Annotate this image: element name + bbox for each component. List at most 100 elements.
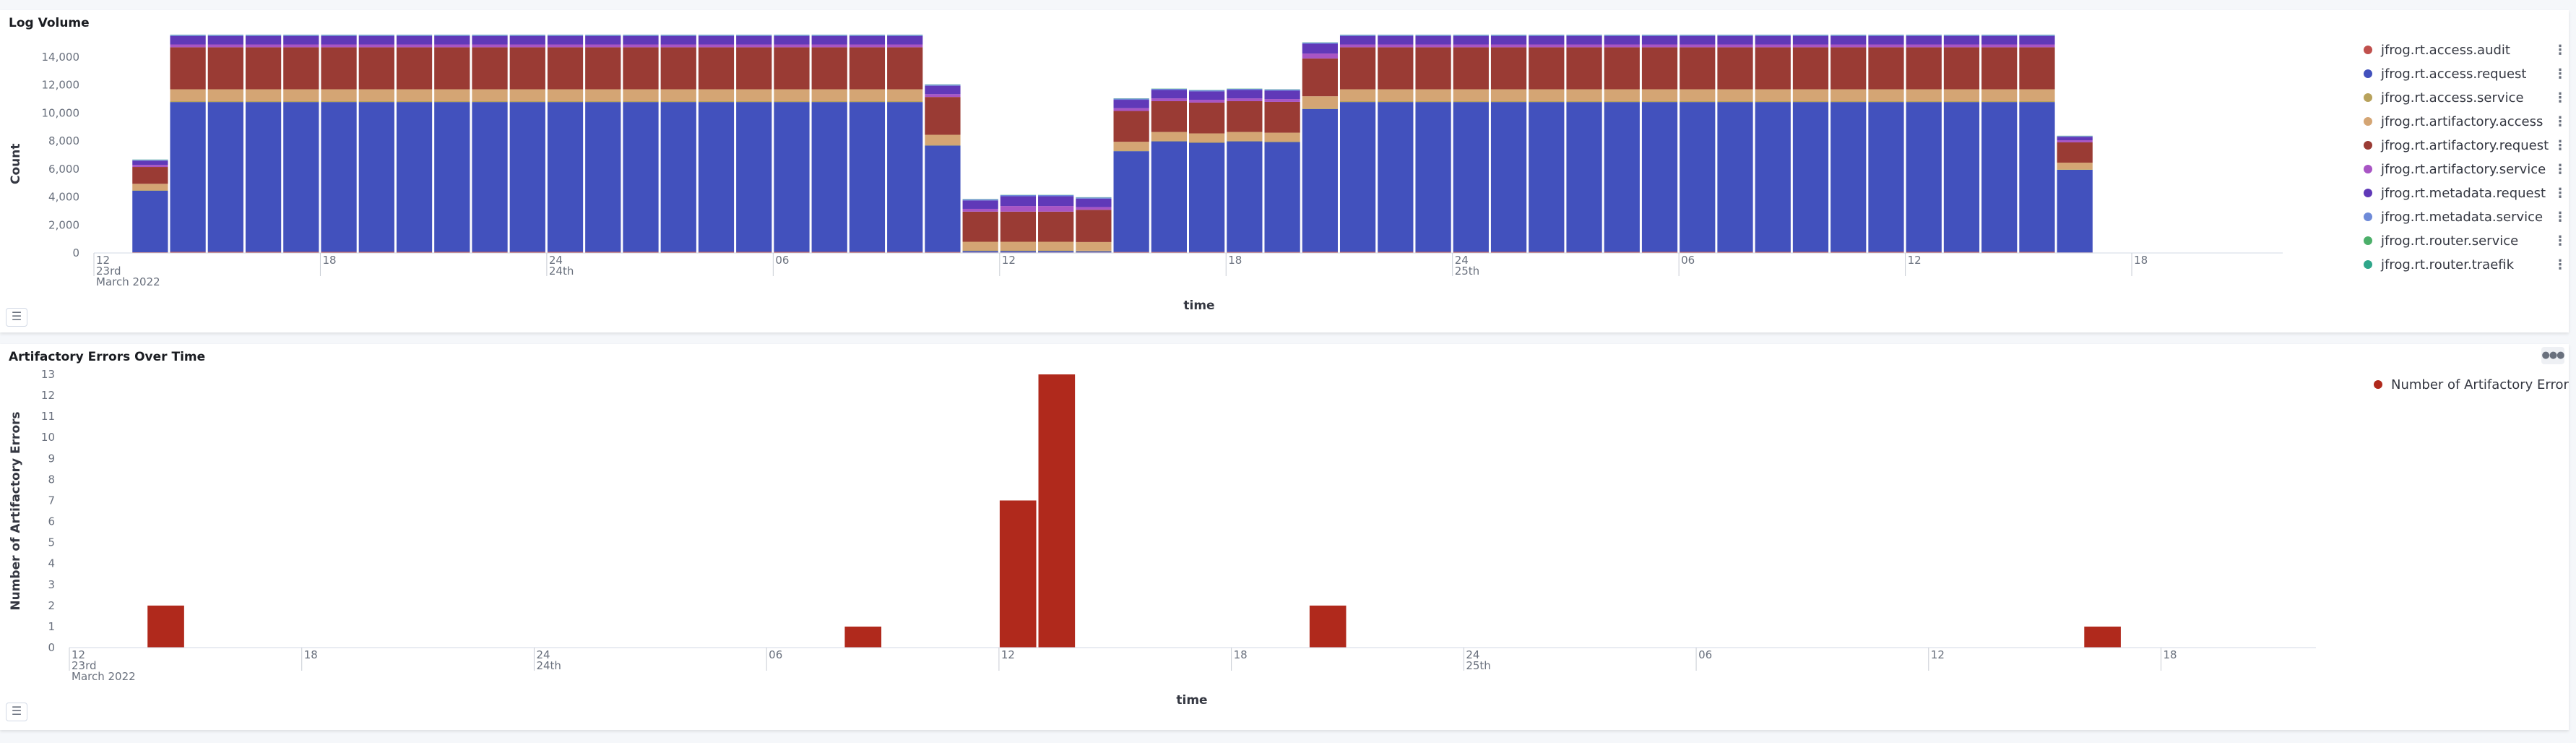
bar-segment-jfrog-rt-metadata-service	[1038, 194, 1074, 197]
bar-segment-jfrog-rt-access-request	[1000, 251, 1037, 253]
bar-segment-jfrog-rt-access-service	[2019, 100, 2055, 103]
bar-segment-jfrog-rt-access-request	[1151, 141, 1187, 252]
legend-item-menu-icon: ⋮	[2554, 210, 2567, 225]
bar-segment-jfrog-rt-access-service	[887, 100, 923, 103]
bar-segment-jfrog-rt-artifactory-request	[396, 47, 433, 90]
bar-segment-jfrog-rt-metadata-request	[2019, 35, 2055, 45]
x-tick-label: 25th	[1455, 265, 1479, 278]
bar-segment-jfrog-rt-artifactory-service	[1415, 44, 1451, 48]
y-tick-label: 4	[48, 557, 55, 570]
ellipsis-icon[interactable]: ●●●	[2541, 347, 2565, 364]
bar-segment-jfrog-rt-artifactory-access	[283, 89, 319, 101]
bar-segment-jfrog-rt-artifactory-request	[207, 47, 243, 90]
bar-segment-jfrog-rt-access-audit	[1529, 252, 1565, 253]
bar-segment-jfrog-rt-metadata-service	[1151, 88, 1187, 90]
legend-marker-jfrog-rt-router-traefik	[2364, 260, 2372, 269]
bar-segment-jfrog-rt-artifactory-service	[623, 44, 659, 48]
x-tick-label: 18	[2164, 648, 2177, 661]
bar-segment-jfrog-rt-access-request	[1529, 102, 1565, 252]
bar-segment-jfrog-rt-artifactory-request	[1339, 47, 1376, 90]
bar-segment-jfrog-rt-access-audit	[1831, 252, 1867, 253]
bar-segment-jfrog-rt-metadata-service	[962, 199, 998, 201]
list-icon[interactable]: ☰	[6, 308, 27, 327]
bar-segment-jfrog-rt-artifactory-request	[1792, 47, 1829, 90]
bar-segment-jfrog-rt-metadata-request	[472, 35, 508, 45]
bar-segment-jfrog-rt-access-audit	[358, 252, 394, 253]
bar-segment-jfrog-rt-artifactory-service	[1529, 44, 1565, 48]
legend-item-menu-icon: ⋮	[2554, 257, 2567, 272]
bar-segment-jfrog-rt-metadata-request	[736, 35, 772, 45]
bar-segment-jfrog-rt-artifactory-request	[434, 47, 470, 90]
bar-segment-jfrog-rt-access-audit	[396, 252, 433, 253]
bar-segment-jfrog-rt-access-request	[660, 102, 696, 252]
y-tick-label: 3	[48, 578, 55, 591]
bar-segment-jfrog-rt-metadata-service	[1076, 197, 1112, 199]
bar-segment-jfrog-rt-metadata-request	[887, 35, 923, 45]
bar-segment-jfrog-rt-access-audit	[849, 252, 886, 253]
bar-segment-jfrog-rt-metadata-service	[774, 35, 810, 36]
bar-segment-jfrog-rt-metadata-service	[1566, 35, 1602, 36]
bar-segment-jfrog-rt-metadata-request	[1566, 35, 1602, 45]
x-tick-label: 24	[536, 648, 550, 661]
bar-segment-jfrog-rt-access-audit	[245, 252, 282, 253]
bar-segment-jfrog-rt-access-request	[2057, 169, 2093, 253]
bar-segment-jfrog-rt-artifactory-service	[434, 44, 470, 48]
bar-segment-jfrog-rt-access-request	[1453, 102, 1489, 252]
y-tick-label: 5	[48, 536, 55, 549]
bar-segment-jfrog-rt-artifactory-service	[283, 44, 319, 48]
bar-segment-jfrog-rt-access-audit	[887, 252, 923, 253]
bar-segment-jfrog-rt-artifactory-access	[2019, 89, 2055, 101]
x-tick-label: 18	[322, 254, 336, 267]
bar-segment-jfrog-rt-artifactory-access	[1755, 89, 1791, 101]
x-tick-label: 18	[1234, 648, 1248, 661]
bar-segment-jfrog-rt-artifactory-access	[1453, 89, 1489, 101]
bar-segment-jfrog-rt-artifactory-request	[1868, 47, 1904, 90]
bar-segment-jfrog-rt-access-service	[1339, 100, 1376, 103]
bar-segment-jfrog-rt-artifactory-service	[2057, 140, 2093, 142]
bar-segment-jfrog-rt-access-audit	[1113, 252, 1149, 253]
bar-segment-jfrog-rt-access-audit	[1302, 252, 1338, 253]
bar-segment-jfrog-rt-access-request	[245, 102, 282, 252]
bar-segment-jfrog-rt-access-audit	[1566, 252, 1602, 253]
x-axis-title: time	[1183, 299, 1214, 313]
legend-label: jfrog.rt.artifactory.access	[2380, 114, 2543, 129]
x-tick-label: 18	[2134, 254, 2148, 267]
bar-segment-jfrog-rt-artifactory-access	[1227, 132, 1263, 141]
bar-segment-jfrog-rt-artifactory-request	[1113, 111, 1149, 142]
bar-segment-jfrog-rt-metadata-service	[1641, 35, 1678, 36]
bar-segment-jfrog-rt-access-request	[1076, 251, 1112, 253]
bar-segment-jfrog-rt-access-service	[849, 100, 886, 103]
bar-segment-jfrog-rt-metadata-request	[1680, 35, 1716, 45]
legend-marker-jfrog-rt-metadata-request	[2364, 189, 2372, 197]
bar-segment-jfrog-rt-artifactory-service	[1453, 44, 1489, 48]
bar-segment-jfrog-rt-metadata-service	[887, 35, 923, 36]
bar-segment-jfrog-rt-artifactory-request	[1227, 100, 1263, 132]
bar-segment-jfrog-rt-access-request	[925, 145, 961, 252]
bar-segment-jfrog-rt-artifactory-service	[358, 44, 394, 48]
bar-segment-jfrog-rt-artifactory-service	[1906, 44, 1942, 48]
bar-segment-jfrog-rt-artifactory-service	[1943, 44, 1980, 48]
bar-segment-jfrog-rt-artifactory-access	[1981, 89, 2018, 101]
bar-segment-jfrog-rt-artifactory-request	[623, 47, 659, 90]
bar-segment-jfrog-rt-metadata-service	[1113, 98, 1149, 100]
bar-segment-jfrog-rt-artifactory-request	[849, 47, 886, 90]
bar-segment-jfrog-rt-metadata-service	[1906, 35, 1942, 36]
bar-segment-jfrog-rt-access-service	[1792, 100, 1829, 103]
bar-segment-jfrog-rt-access-request	[849, 102, 886, 252]
legend-label: jfrog.rt.access.service	[2380, 90, 2524, 106]
bar-segment-jfrog-rt-artifactory-access	[962, 241, 998, 251]
list-icon[interactable]: ☰	[6, 703, 27, 721]
bar-segment-jfrog-rt-artifactory-request	[774, 47, 810, 90]
bar-segment-jfrog-rt-access-service	[623, 100, 659, 103]
bar-segment-jfrog-rt-access-request	[358, 102, 394, 252]
bar-segment-jfrog-rt-metadata-request	[509, 35, 545, 45]
bar-segment-jfrog-rt-artifactory-request	[1831, 47, 1867, 90]
bar-segment-jfrog-rt-access-service	[1943, 100, 1980, 103]
legend-marker-jfrog-rt-router-service	[2364, 236, 2372, 245]
bar-segment-jfrog-rt-metadata-service	[1680, 35, 1716, 36]
bar-segment-jfrog-rt-metadata-request	[358, 35, 394, 45]
bar-segment-jfrog-rt-artifactory-request	[1680, 47, 1716, 90]
bar-segment-jfrog-rt-access-service	[811, 100, 847, 103]
bar-segment-jfrog-rt-artifactory-request	[1943, 47, 1980, 90]
bar-segment-jfrog-rt-access-service	[1831, 100, 1867, 103]
